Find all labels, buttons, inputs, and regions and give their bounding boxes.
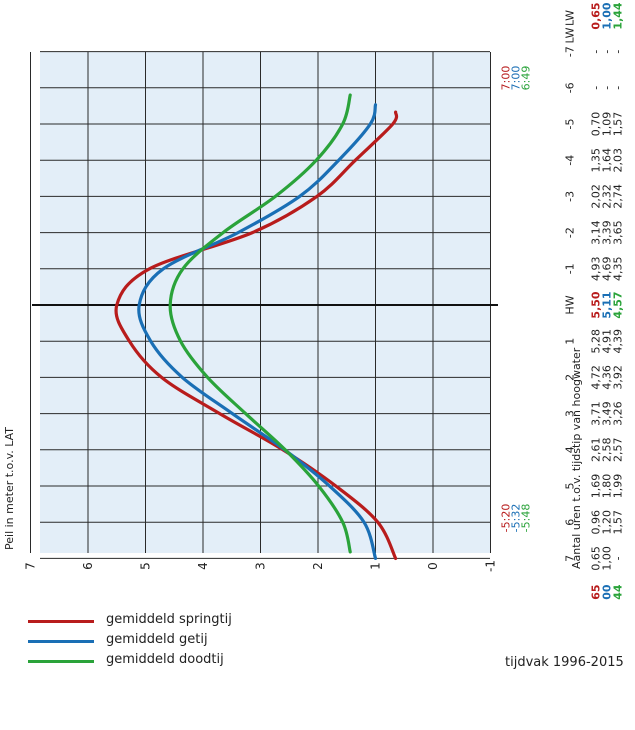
table-value: 1,57 bbox=[612, 112, 625, 137]
tick-label-peil: 5 bbox=[139, 562, 153, 570]
table-value: 0,65 bbox=[590, 546, 603, 571]
table-value: - bbox=[612, 556, 625, 560]
tick-label-hour: 6 bbox=[564, 519, 577, 526]
table-value: - bbox=[590, 50, 603, 54]
table-value: 1,57 bbox=[612, 510, 625, 535]
table-value: 4,35 bbox=[612, 257, 625, 282]
series-line-getij bbox=[137, 103, 378, 560]
table-hw-value: 5,50 bbox=[590, 291, 603, 318]
tick-label-hour: LW bbox=[564, 10, 577, 26]
tick-label-hour: -3 bbox=[564, 191, 577, 202]
lw-time-label: -5:48 bbox=[520, 504, 533, 533]
table-value: 3,71 bbox=[590, 401, 603, 426]
table-value: 4,72 bbox=[590, 365, 603, 390]
lw-time-label: -5:32 bbox=[510, 504, 523, 533]
tick-label-peil: 2 bbox=[311, 562, 325, 570]
table-value: 4,93 bbox=[590, 257, 603, 282]
table-value: 3,92 bbox=[612, 365, 625, 390]
legend-label: gemiddeld doodtij bbox=[106, 652, 224, 667]
table-value: 1,64 bbox=[601, 148, 614, 173]
tick-label-hour: -4 bbox=[564, 155, 577, 166]
table-lw-start: 1,00 bbox=[601, 584, 614, 600]
tick-label-hour: -5 bbox=[564, 119, 577, 130]
table-value: - bbox=[601, 50, 614, 54]
table-lw-start: 1,44 bbox=[612, 584, 625, 600]
table-hw-value: 5,11 bbox=[601, 291, 614, 318]
table-value: 1,20 bbox=[601, 510, 614, 535]
hw-time-label: 7:00 bbox=[500, 66, 513, 91]
table-value: 4,69 bbox=[601, 257, 614, 282]
table-value: 1,99 bbox=[612, 474, 625, 499]
tick-label-hour: LW bbox=[564, 27, 577, 43]
table-value: - bbox=[601, 86, 614, 90]
tick-label-peil: 3 bbox=[254, 562, 268, 570]
tick-label-hour: 5 bbox=[564, 483, 577, 490]
table-value: 0,70 bbox=[590, 112, 603, 137]
table-value: 3,65 bbox=[612, 220, 625, 245]
x-axis-label: Aantal uren t.o.v. tijdstip van hoogwate… bbox=[570, 347, 583, 569]
table-lw-end: 1,00 bbox=[601, 2, 614, 29]
tick-label-hour: -6 bbox=[564, 82, 577, 93]
tick-label-hour: -1 bbox=[564, 263, 577, 274]
lw-time-label: -5:20 bbox=[500, 504, 513, 533]
series-line-springtij bbox=[114, 110, 399, 560]
tick-label-hour: 7 bbox=[564, 555, 577, 562]
table-value: - bbox=[612, 86, 625, 90]
table-value: 4,91 bbox=[601, 329, 614, 354]
hw-time-label: 6:49 bbox=[520, 66, 533, 91]
legend-swatch-getij bbox=[28, 640, 94, 643]
legend-label: gemiddeld getij bbox=[106, 632, 208, 647]
table-value: 2,57 bbox=[612, 438, 625, 463]
legend-swatch-doodtij bbox=[28, 660, 94, 663]
table-value: 1,35 bbox=[590, 148, 603, 173]
table-value: - bbox=[612, 50, 625, 54]
table-value: 2,74 bbox=[612, 184, 625, 209]
table-hw-value: 4,57 bbox=[612, 291, 625, 318]
plot-area bbox=[40, 52, 490, 553]
table-value: 3,39 bbox=[601, 220, 614, 245]
tide-chart: 7 6 5 4 3 2 1 0 -1 LW -7 -6 -5 -4 -3 -2 -1 HW 1 2 3 4 5 6 7 LW 0,… bbox=[3, 2, 625, 600]
tick-label-hour: 4 bbox=[564, 446, 577, 453]
table-value: 2,58 bbox=[601, 438, 614, 463]
tick-label-peil: -1 bbox=[484, 560, 498, 572]
tick-label-hour: 2 bbox=[564, 374, 577, 381]
table-value: 1,80 bbox=[601, 474, 614, 499]
table-value: 4,36 bbox=[601, 365, 614, 390]
table-value: 1,00 bbox=[601, 546, 614, 571]
legend-label: gemiddeld springtij bbox=[106, 612, 232, 627]
table-value: 5,28 bbox=[590, 329, 603, 354]
table-value: 2,02 bbox=[590, 184, 603, 209]
period-label: tijdvak 1996-2015 bbox=[505, 655, 624, 670]
table-value: 3,14 bbox=[590, 220, 603, 245]
table-value: 1,09 bbox=[601, 112, 614, 137]
tick-label-peil: 6 bbox=[81, 562, 95, 570]
legend-swatch-springtij bbox=[28, 620, 94, 623]
tick-label-hour: HW bbox=[564, 295, 577, 314]
table-value: 0,96 bbox=[590, 510, 603, 535]
table-value: - bbox=[590, 86, 603, 90]
table-lw-end: 1,44 bbox=[612, 2, 625, 29]
table-value: 2,03 bbox=[612, 148, 625, 173]
table-value: 2,61 bbox=[590, 438, 603, 463]
tick-label-hour: 1 bbox=[564, 338, 577, 345]
hw-time-label: 7:00 bbox=[510, 66, 523, 91]
tick-label-hour: 3 bbox=[564, 410, 577, 417]
tick-label-peil: 0 bbox=[426, 562, 440, 570]
table-value: 2,32 bbox=[601, 184, 614, 209]
y-axis-label: Peil in meter t.o.v. LAT bbox=[3, 427, 16, 550]
table-lw-start: 0,65 bbox=[590, 584, 603, 600]
tick-label-hour: -7 bbox=[564, 46, 577, 57]
table-value: 1,69 bbox=[590, 474, 603, 499]
tick-label-peil: 7 bbox=[24, 562, 38, 570]
table-value: 3,49 bbox=[601, 401, 614, 426]
table-value: 4,39 bbox=[612, 329, 625, 354]
tick-label-hour: -2 bbox=[564, 227, 577, 238]
table-value: 3,26 bbox=[612, 401, 625, 426]
tick-label-peil: 4 bbox=[196, 562, 210, 570]
series-line-doodtij bbox=[168, 93, 352, 554]
tick-label-peil: 1 bbox=[369, 562, 383, 570]
table-lw-end: 0,65 bbox=[590, 2, 603, 29]
